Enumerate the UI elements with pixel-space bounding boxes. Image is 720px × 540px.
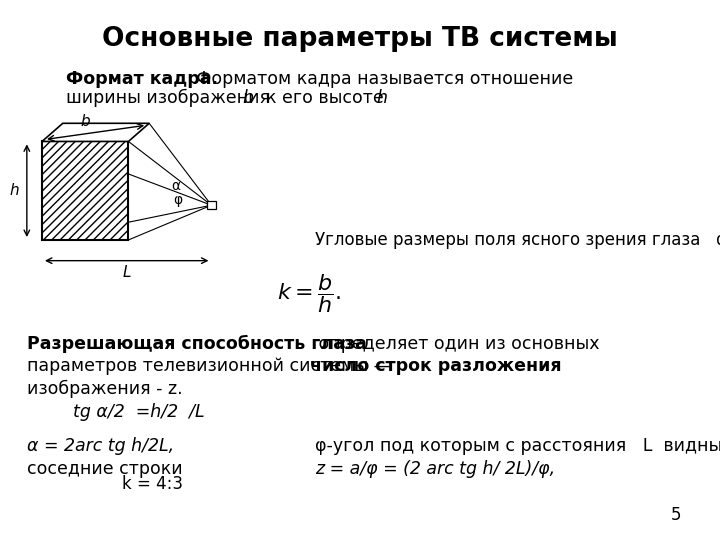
Text: b: b [243, 89, 253, 107]
Text: определяет один из основных: определяет один из основных [313, 335, 600, 353]
Text: изображения - z.: изображения - z. [27, 380, 182, 399]
Text: параметров телевизионной системы —: параметров телевизионной системы — [27, 357, 396, 375]
Text: α: α [171, 179, 180, 192]
Text: Форматом кадра называется отношение: Форматом кадра называется отношение [191, 70, 573, 88]
Text: α = 2arc tg h/2L,: α = 2arc tg h/2L, [27, 437, 174, 455]
Text: число строк разложения: число строк разложения [310, 357, 562, 375]
Text: 5: 5 [671, 505, 681, 524]
Text: h: h [377, 89, 387, 107]
Bar [207, 201, 215, 210]
Polygon shape [42, 123, 149, 141]
Polygon shape [42, 141, 128, 240]
Text: k = 4:3: k = 4:3 [122, 475, 183, 492]
Text: Основные параметры ТВ системы: Основные параметры ТВ системы [102, 26, 618, 52]
Text: φ-угол под которым с расстояния   L  видны: φ-угол под которым с расстояния L видны [315, 437, 720, 455]
Text: ширины изображения: ширины изображения [66, 89, 276, 107]
Text: к его высоте: к его высоте [255, 89, 390, 107]
Text: tg α/2  =h/2  /L: tg α/2 =h/2 /L [73, 403, 204, 421]
Text: Угловые размеры поля ясного зрения глаза   α: Угловые размеры поля ясного зрения глаза… [315, 231, 720, 249]
Text: h: h [9, 183, 19, 198]
Text: Формат кадра.: Формат кадра. [66, 70, 218, 88]
Text: Разрешающая способность глаза: Разрешающая способность глаза [27, 335, 366, 353]
Text: z = a/φ = (2 arc tg h/ 2L)/φ,: z = a/φ = (2 arc tg h/ 2L)/φ, [315, 460, 555, 478]
Text: b: b [81, 114, 90, 130]
Text: φ: φ [174, 193, 183, 207]
Text: $k = \dfrac{b}{h}.$: $k = \dfrac{b}{h}.$ [277, 272, 341, 315]
Text: L: L [122, 265, 131, 280]
Text: соседние строки: соседние строки [27, 460, 182, 478]
